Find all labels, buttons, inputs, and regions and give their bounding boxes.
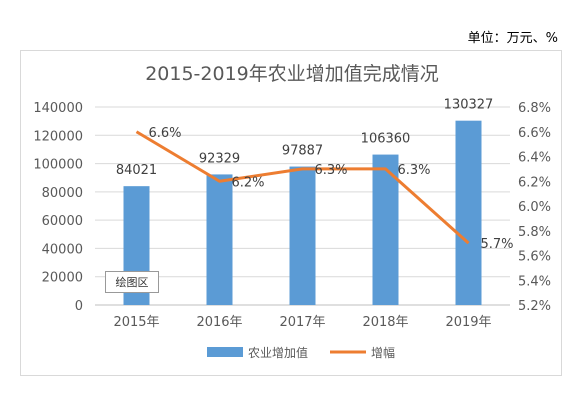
line-series: [135, 130, 470, 245]
bar: [372, 154, 399, 305]
legend-swatch-bar: [207, 347, 243, 357]
chart-frame: [20, 50, 562, 376]
line-path: [135, 130, 470, 245]
left-tick-label: 140000: [33, 101, 83, 116]
left-tick-label: 80000: [42, 186, 83, 201]
left-tick-label: 40000: [42, 242, 83, 257]
plot-area-tag[interactable]: 绘图区: [105, 271, 159, 293]
bar-data-label: 130327: [444, 98, 494, 113]
line-data-label: 6.6%: [149, 126, 182, 141]
x-tick-label: 2015年: [113, 315, 159, 330]
x-tick-label: 2017年: [279, 315, 325, 330]
x-tick-label: 2018年: [362, 315, 408, 330]
bar-data-label: 97887: [282, 144, 323, 159]
line-data-label: 6.3%: [398, 163, 431, 178]
bar: [206, 174, 233, 305]
right-tick-label: 5.6%: [518, 250, 551, 265]
bar-data-label: 84021: [116, 163, 157, 178]
legend: 农业增加值 增幅: [207, 345, 395, 360]
right-tick-label: 6.2%: [518, 175, 551, 190]
x-tick-label: 2016年: [196, 315, 242, 330]
left-tick-label: 0: [75, 299, 83, 314]
left-tick-label: 100000: [33, 158, 83, 173]
right-tick-label: 5.4%: [518, 274, 551, 289]
bar-labels: 84021 92329 97887 106360 130327: [116, 98, 494, 178]
line-labels: 6.6% 6.2% 6.3% 6.3% 5.7%: [149, 126, 514, 252]
right-tick-label: 5.8%: [518, 225, 551, 240]
left-tick-label: 120000: [33, 129, 83, 144]
bar-data-label: 92329: [199, 151, 240, 166]
right-tick-label: 5.2%: [518, 299, 551, 314]
right-tick-label: 6.4%: [518, 151, 551, 166]
bar-data-label: 106360: [361, 132, 411, 147]
bar: [289, 166, 316, 305]
right-tick-label: 6.0%: [518, 200, 551, 215]
chart-title: 2015-2019年农业增加值完成情况: [145, 63, 439, 85]
bar: [455, 120, 482, 305]
unit-note: 单位：万元、%: [467, 31, 558, 46]
right-axis: 5.2% 5.4% 5.6% 5.8% 6.0% 6.2% 6.4% 6.6% 6.8%: [518, 101, 551, 314]
left-tick-label: 20000: [42, 271, 83, 286]
left-tick-label: 60000: [42, 214, 83, 229]
x-axis: 2015年 2016年 2017年 2018年 2019年: [113, 315, 491, 330]
x-tick-label: 2019年: [445, 315, 491, 330]
line-data-label: 6.3%: [315, 163, 348, 178]
legend-label-line: 增幅: [371, 345, 395, 360]
line-data-label: 6.2%: [232, 175, 265, 190]
left-axis: 0 20000 40000 60000 80000 100000 120000 140000: [33, 101, 83, 314]
legend-label-bar: 农业增加值: [248, 345, 308, 360]
line-data-label: 5.7%: [481, 237, 514, 252]
right-tick-label: 6.8%: [518, 101, 551, 116]
right-tick-label: 6.6%: [518, 126, 551, 141]
